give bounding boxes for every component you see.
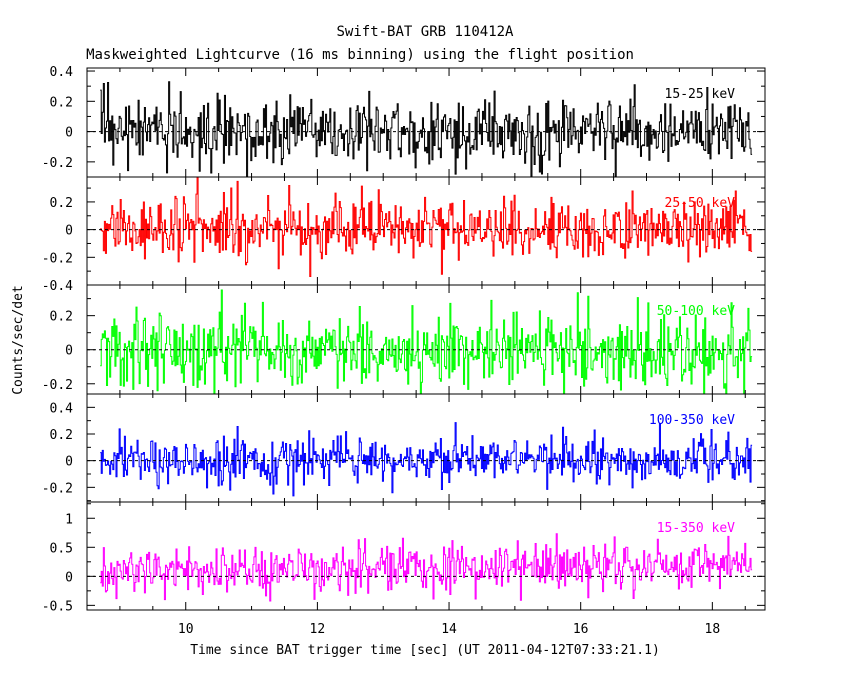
panel-25-50-keV: 25-50 keV 0.2 0 -0.2 -0.4 bbox=[42, 176, 766, 294]
x-tick-label: 18 bbox=[705, 622, 721, 637]
y-tick-label: 0.4 bbox=[50, 401, 74, 416]
x-tick-label: 14 bbox=[441, 622, 457, 637]
y-tick-label: 1 bbox=[65, 512, 73, 527]
x-tick-label: 10 bbox=[178, 622, 194, 637]
y-tick-label: 0.2 bbox=[50, 428, 73, 443]
y-tick-label: -0.5 bbox=[42, 599, 73, 614]
y-tick-label: 0.5 bbox=[50, 541, 73, 556]
x-tick-label: 12 bbox=[310, 622, 326, 637]
panel-frame bbox=[86, 501, 766, 611]
y-axis-label: Counts/sec/det bbox=[11, 285, 26, 395]
series-line-50-100-keV bbox=[100, 289, 753, 394]
panel-15-350-keV: 15-350 keV 1 0.5 0 -0.5 bbox=[42, 501, 766, 614]
y-tick-label: -0.4 bbox=[42, 279, 73, 294]
series-line-100-350-keV bbox=[100, 422, 753, 497]
y-tick-label: 0.2 bbox=[50, 196, 73, 211]
series-line-15-25-keV bbox=[100, 81, 753, 177]
y-tick-label: -0.2 bbox=[42, 378, 73, 393]
panel-frame bbox=[86, 393, 766, 503]
y-tick-label: 0.2 bbox=[50, 95, 73, 110]
panel-15-25-keV: 15-25 keV 0.4 0.2 0 -0.2 bbox=[42, 65, 766, 178]
x-axis-label: Time since BAT trigger time [sec] (UT 20… bbox=[190, 643, 660, 658]
y-tick-label: 0 bbox=[65, 344, 73, 359]
chart-subtitle: Maskweighted Lightcurve (16 ms binning) … bbox=[86, 47, 634, 63]
panel-50-100-keV: 50-100 keV 0.2 0 -0.2 bbox=[42, 284, 766, 395]
y-tick-label: -0.2 bbox=[42, 251, 73, 266]
y-tick-label: -0.2 bbox=[42, 481, 73, 496]
band-label: 15-350 keV bbox=[657, 521, 735, 536]
y-tick-label: 0.2 bbox=[50, 310, 73, 325]
panel-frame bbox=[86, 67, 766, 178]
series-line-15-350-keV bbox=[100, 533, 753, 602]
band-label: 15-25 keV bbox=[665, 87, 736, 102]
band-label: 25-50 keV bbox=[665, 196, 736, 211]
y-tick-label: 0 bbox=[65, 224, 73, 239]
y-tick-label: 0 bbox=[65, 455, 73, 470]
band-label: 50-100 keV bbox=[657, 304, 735, 319]
panel-100-350-keV: 100-350 keV 0.4 0.2 0 -0.2 bbox=[42, 393, 766, 503]
y-tick-label: 0 bbox=[65, 570, 73, 585]
x-tick-label: 16 bbox=[573, 622, 589, 637]
chart-title: Swift-BAT GRB 110412A bbox=[336, 24, 514, 40]
series-line-25-50-keV bbox=[100, 177, 753, 278]
y-tick-label: 0 bbox=[65, 126, 73, 141]
y-tick-label: -0.2 bbox=[42, 156, 73, 171]
panels-group: 15-25 keV 0.4 0.2 0 -0.2 25-50 keV 0.2 0 -0.2 -0.… bbox=[42, 65, 766, 614]
y-tick-label: 0.4 bbox=[50, 65, 74, 80]
x-axis-ticks: 10 12 14 16 18 bbox=[178, 622, 720, 637]
band-label: 100-350 keV bbox=[649, 413, 735, 428]
